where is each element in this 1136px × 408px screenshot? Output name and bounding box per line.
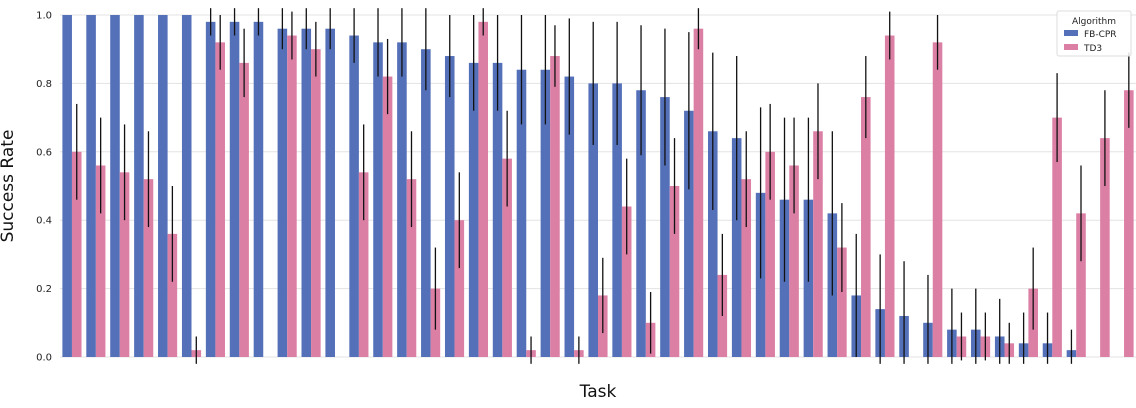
bar-td3-32 xyxy=(813,131,823,357)
bar-td3-14 xyxy=(382,76,393,357)
bar-td3-2 xyxy=(95,165,106,357)
bar-td3-15 xyxy=(406,179,417,357)
bar-fb-cpr-16 xyxy=(421,49,431,357)
bar-fb-cpr-12 xyxy=(325,28,335,358)
bar-td3-3 xyxy=(119,172,130,357)
bar-td3-31 xyxy=(789,165,799,357)
bar-fb-cpr-7 xyxy=(205,21,216,358)
bar-fb-cpr-2 xyxy=(86,15,96,357)
bar-td3-45 xyxy=(1124,90,1134,358)
bar-td3-8 xyxy=(239,62,249,357)
y-tick-label: 0.2 xyxy=(36,284,52,295)
bar-td3-5 xyxy=(167,233,178,357)
bar-fb-cpr-9 xyxy=(253,21,264,358)
legend-swatch-fb-cpr xyxy=(1064,30,1078,36)
bar-fb-cpr-10 xyxy=(277,28,288,358)
y-tick-label: 0.0 xyxy=(36,353,52,364)
bar-td3-21 xyxy=(550,56,560,357)
bar-fb-cpr-17 xyxy=(444,56,455,357)
bar-fb-cpr-21 xyxy=(540,69,551,357)
error-bars xyxy=(76,8,1130,364)
bar-fb-cpr-14 xyxy=(373,42,383,358)
bar-td3-1 xyxy=(71,151,82,357)
bar-fb-cpr-1 xyxy=(62,15,72,357)
bar-fb-cpr-26 xyxy=(660,97,670,357)
bar-td3-4 xyxy=(143,179,154,357)
bar-td3-35 xyxy=(884,35,895,358)
bar-td3-30 xyxy=(765,151,775,357)
bar-td3-26 xyxy=(669,186,680,357)
bar-fb-cpr-4 xyxy=(134,15,144,357)
bar-fb-cpr-22 xyxy=(564,76,575,357)
bar-fb-cpr-27 xyxy=(684,110,694,357)
legend-label-td3: TD3 xyxy=(1083,44,1102,54)
y-tick-label: 0.8 xyxy=(36,79,52,90)
bar-fb-cpr-28 xyxy=(707,131,718,357)
bar-td3-37 xyxy=(932,42,943,358)
bar-td3-10 xyxy=(287,35,297,358)
bar-fb-cpr-6 xyxy=(181,15,192,357)
bar-td3-11 xyxy=(311,49,321,357)
bar-td3-28 xyxy=(717,274,728,357)
x-axis-title: Task xyxy=(579,382,617,402)
y-tick-labels: 0.0 0.2 0.4 0.6 0.8 1.0 xyxy=(36,11,52,364)
bar-fb-cpr-15 xyxy=(397,42,407,358)
legend-swatch-td3 xyxy=(1064,44,1078,50)
y-tick-label: 0.4 xyxy=(36,216,52,227)
bar-fb-cpr-29 xyxy=(731,138,742,357)
bar-td3-29 xyxy=(741,179,752,357)
bar-td3-42 xyxy=(1052,117,1062,357)
bar-td3-19 xyxy=(502,158,512,357)
bar-td3-33 xyxy=(837,247,847,357)
bar-fb-cpr-24 xyxy=(612,83,622,358)
y-tick-label: 1.0 xyxy=(36,11,52,22)
bars xyxy=(62,15,1134,358)
bar-td3-44 xyxy=(1100,138,1110,357)
bar-td3-7 xyxy=(215,42,225,358)
bar-td3-17 xyxy=(454,220,465,357)
y-axis-title: Success Rate xyxy=(0,130,18,243)
bar-td3-13 xyxy=(358,172,369,357)
bar-td3-34 xyxy=(861,97,871,357)
bar-fb-cpr-3 xyxy=(110,15,120,357)
legend: Algorithm FB-CPR TD3 xyxy=(1056,10,1132,57)
bar-fb-cpr-5 xyxy=(158,15,168,357)
bar-fb-cpr-13 xyxy=(349,35,359,358)
bar-fb-cpr-25 xyxy=(636,90,646,358)
bar-td3-24 xyxy=(621,206,632,357)
bar-td3-18 xyxy=(478,21,489,358)
bar-fb-cpr-18 xyxy=(468,62,479,357)
bar-fb-cpr-8 xyxy=(229,21,240,358)
y-tick-label: 0.6 xyxy=(36,147,52,158)
bar-fb-cpr-19 xyxy=(492,62,503,357)
legend-title: Algorithm xyxy=(1072,17,1116,27)
bar-fb-cpr-11 xyxy=(301,28,312,358)
bar-fb-cpr-23 xyxy=(588,83,598,358)
legend-label-fb-cpr: FB-CPR xyxy=(1084,30,1117,40)
bar-td3-43 xyxy=(1076,213,1086,357)
bar-fb-cpr-20 xyxy=(516,69,527,357)
bar-td3-27 xyxy=(693,28,704,358)
